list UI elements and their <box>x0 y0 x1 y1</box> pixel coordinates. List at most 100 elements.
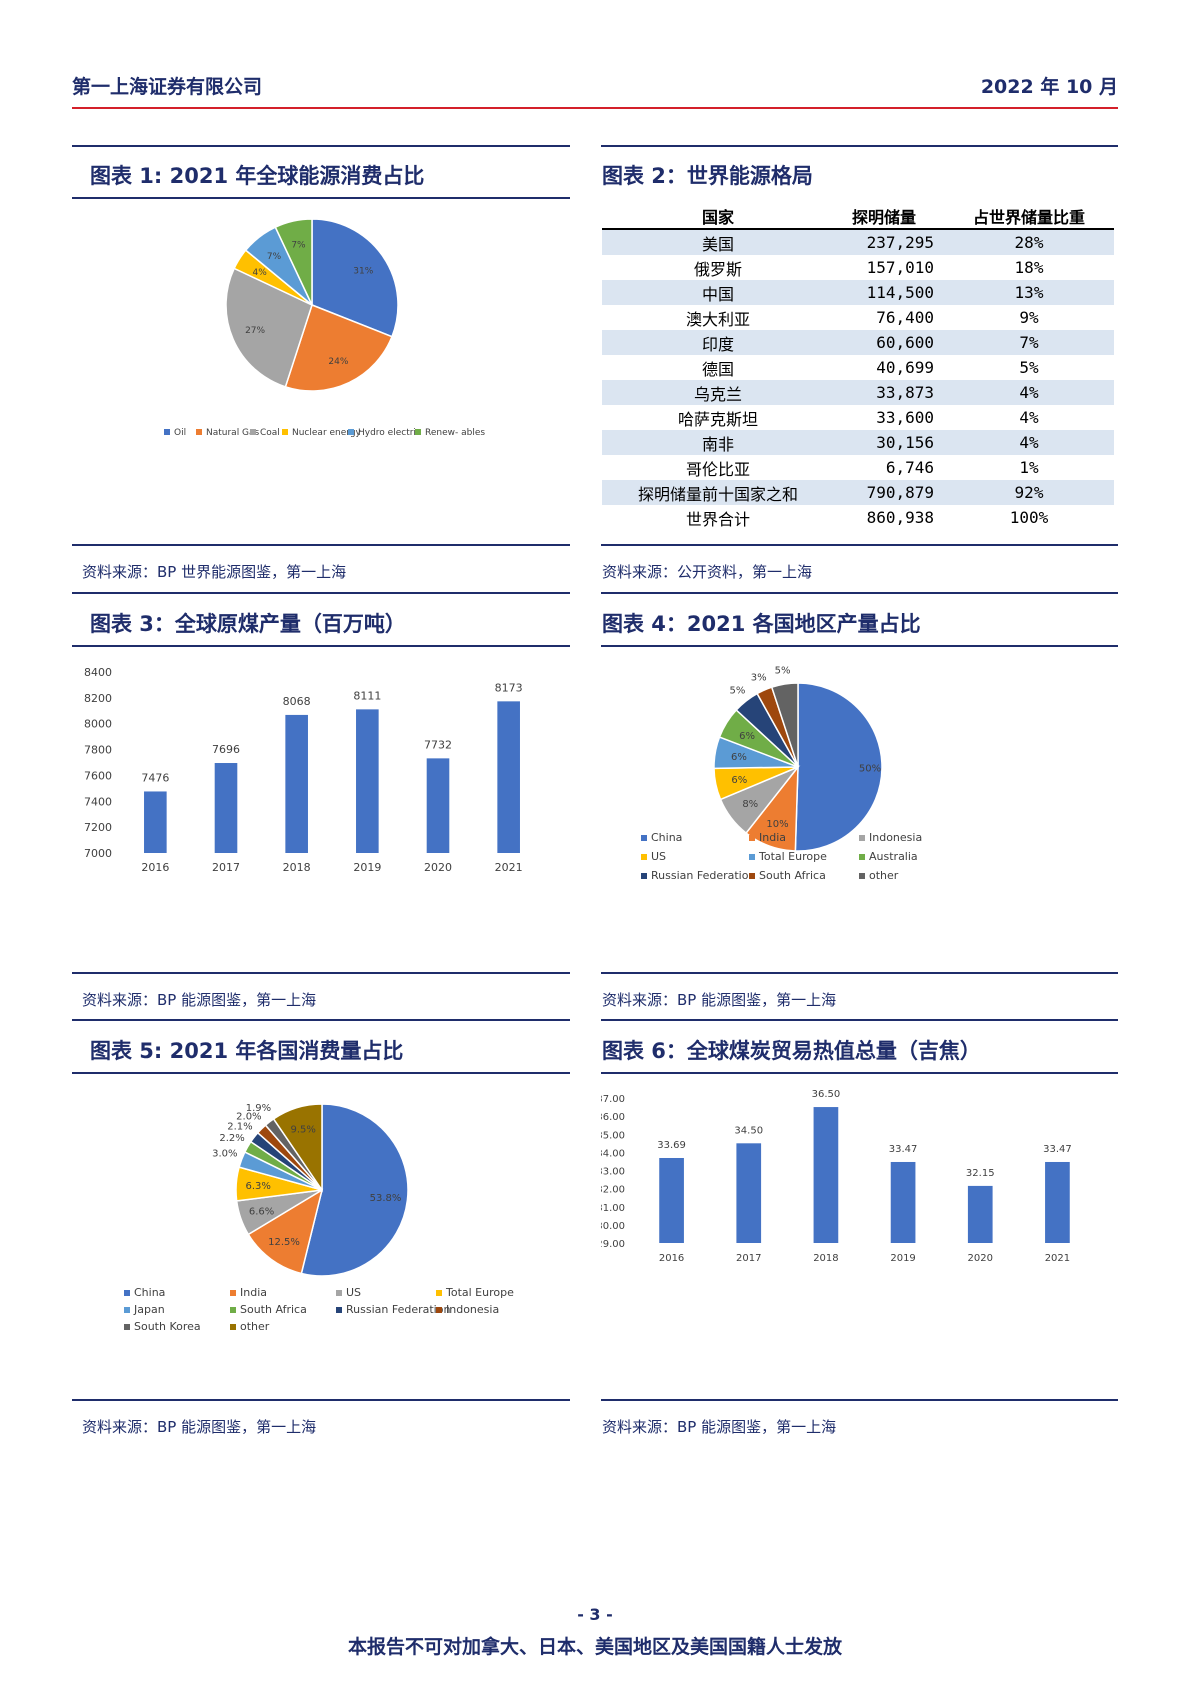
y-tick-label: 36.00 <box>601 1112 625 1123</box>
fig3-source: 资料来源：BP 能源图鉴，第一上海 <box>82 991 317 1009</box>
y-tick-label: 7200 <box>84 821 112 834</box>
legend-label: China <box>134 1286 165 1299</box>
legend-swatch <box>859 835 865 841</box>
legend-label: Australia <box>869 850 918 863</box>
cell-country: 中国 <box>602 280 834 305</box>
y-tick-label: 7000 <box>84 847 112 860</box>
legend-swatch <box>196 429 202 435</box>
cell-share: 13% <box>944 280 1114 305</box>
table-row: 中国 114,500 13% <box>602 280 1114 305</box>
pie-value-label: 24% <box>328 357 348 367</box>
pie-value-label: 7% <box>267 252 282 262</box>
table-row: 哥伦比亚 6,746 1% <box>602 455 1114 480</box>
legend-label: India <box>240 1286 267 1299</box>
col-header-reserves: 探明储量 <box>834 204 944 230</box>
fig6-source: 资料来源：BP 能源图鉴，第一上海 <box>602 1418 837 1436</box>
pie-value-label: 6.3% <box>245 1181 270 1192</box>
legend-swatch <box>749 873 755 879</box>
pie-value-label: 10% <box>766 819 788 830</box>
legend-swatch <box>164 429 170 435</box>
x-tick-label: 2018 <box>813 1253 838 1264</box>
legend-label: Indonesia <box>869 831 922 844</box>
x-tick-label: 2017 <box>212 861 240 874</box>
legend-swatch <box>436 1290 442 1296</box>
legend-label: US <box>346 1286 361 1299</box>
bar-2018 <box>813 1107 839 1243</box>
y-tick-label: 33.00 <box>601 1167 625 1178</box>
cell-share: 5% <box>1019 358 1039 377</box>
fig3-title: 图表 3：全球原煤产量（百万吨） <box>90 612 406 636</box>
legend-label: South Korea <box>134 1320 201 1333</box>
legend-label: China <box>651 831 682 844</box>
header-divider <box>72 107 1118 109</box>
y-tick-label: 7600 <box>84 769 112 782</box>
legend-label: Total Europe <box>445 1286 514 1299</box>
y-tick-label: 37.00 <box>601 1094 625 1105</box>
fig4-source: 资料来源：BP 能源图鉴，第一上海 <box>602 991 837 1009</box>
pie-value-label: 3% <box>751 673 767 684</box>
bar-2021 <box>1045 1161 1070 1243</box>
cell-share: 18% <box>1014 258 1044 277</box>
x-tick-label: 2020 <box>968 1253 993 1264</box>
bar-value-label: 8068 <box>283 695 311 708</box>
bar-value-label: 36.50 <box>812 1089 841 1100</box>
bar-value-label: 8111 <box>353 689 381 702</box>
pie-value-label: 6.6% <box>249 1207 274 1218</box>
legend-label: Oil <box>174 428 186 438</box>
legend-swatch <box>230 1307 236 1313</box>
legend-swatch <box>749 854 755 860</box>
fig3-bottom-rule <box>72 972 570 974</box>
legend-swatch <box>230 1290 236 1296</box>
fig3-title-rule <box>72 645 570 647</box>
y-tick-label: 8000 <box>84 718 112 731</box>
bar-2019 <box>890 1161 916 1243</box>
pie-value-label: 27% <box>245 326 265 336</box>
bar-value-label: 7476 <box>141 771 169 784</box>
fig4-pie-chart: 50% 10% 8% 6% 6% 6% 5% 3% 5% China India Indonesia U… <box>641 666 922 882</box>
company-name: 第一上海证券有限公司 <box>72 76 263 98</box>
bar-value-label: 7732 <box>424 738 452 751</box>
pie-slice-renew-ables <box>274 218 313 306</box>
legend-swatch <box>336 1307 342 1313</box>
cell-share: 92% <box>944 480 1114 505</box>
fig1-title: 图表 1: 2021 年全球能源消费占比 <box>90 164 425 188</box>
cell-reserves: 860,938 <box>866 508 934 527</box>
legend-label: Renew- ables <box>425 428 485 438</box>
legend-label: Japan <box>133 1303 165 1316</box>
bar-value-label: 34.50 <box>734 1125 763 1136</box>
cell-country: 美国 <box>602 229 834 255</box>
legend-label: other <box>869 869 899 882</box>
y-tick-label: 29.00 <box>601 1239 625 1250</box>
table-row: 德国 40,699 5% <box>602 355 1114 380</box>
cell-reserves: 114,500 <box>834 280 944 305</box>
cell-share: 9% <box>1019 308 1039 327</box>
fig2-top-rule <box>601 145 1118 147</box>
bar-2021 <box>497 701 520 853</box>
legend-label: Indonesia <box>446 1303 499 1316</box>
cell-reserves: 40,699 <box>876 358 934 377</box>
fig3-bar-chart: 7000 7200 7400 7600 7800 8000 8200 8400 7476 2016… <box>84 666 523 874</box>
report-date: 2022 年 10 月 <box>980 76 1118 98</box>
bar-2018 <box>285 714 308 853</box>
legend-label: Nuclear energy <box>292 428 362 438</box>
table-row: 美国 237,295 28% <box>602 229 1114 255</box>
pie-value-label: 31% <box>353 266 373 276</box>
legend-swatch <box>859 854 865 860</box>
bar-2020 <box>967 1185 993 1243</box>
pie-value-label: 2.0% <box>236 1112 261 1123</box>
legend-swatch <box>124 1324 130 1330</box>
bar-value-label: 33.47 <box>889 1144 918 1155</box>
legend-swatch <box>282 429 288 435</box>
cell-country: 印度 <box>602 330 834 355</box>
fig2-source: 资料来源：公开资料，第一上海 <box>602 563 813 581</box>
cell-reserves: 76,400 <box>876 308 934 327</box>
cell-reserves: 157,010 <box>866 258 934 277</box>
pie-value-label: 4% <box>253 268 268 278</box>
fig1-source: 资料来源：BP 世界能源图鉴，第一上海 <box>82 563 347 581</box>
cell-country: 哥伦比亚 <box>685 459 750 479</box>
x-tick-label: 2017 <box>736 1253 761 1264</box>
fig4-top-rule <box>601 592 1118 594</box>
x-tick-label: 2019 <box>890 1253 915 1264</box>
cell-country: 德国 <box>701 359 734 379</box>
distribution-disclaimer: 本报告不可对加拿大、日本、美国地区及美国国籍人士发放 <box>347 1636 842 1658</box>
